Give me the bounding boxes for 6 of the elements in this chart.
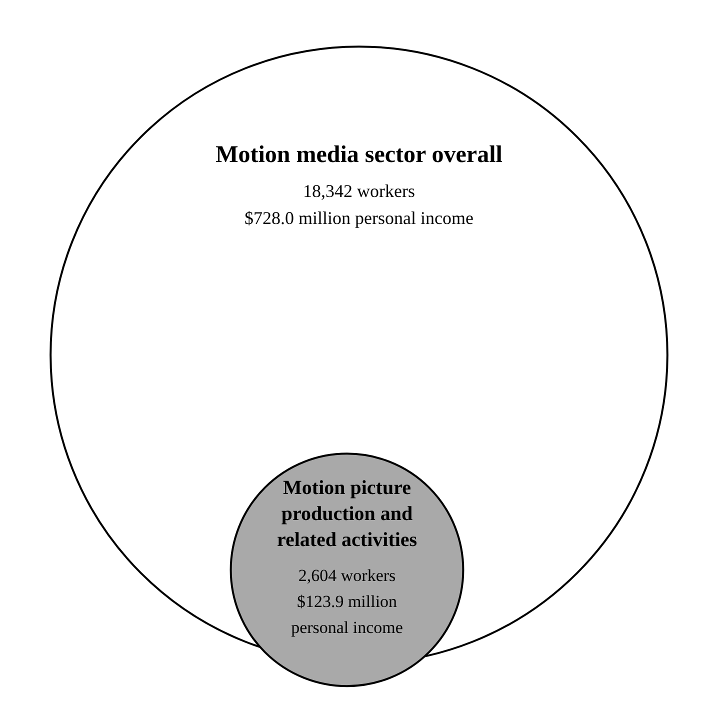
category-label: Motion media sector overall [216, 142, 503, 168]
data-label: 2,604 workers [298, 566, 396, 585]
text: $728.0 million personal income [244, 208, 474, 228]
text: $123.9 million personal income [291, 592, 403, 637]
data-label: 18,342 workers [303, 181, 415, 201]
category-label: Motion picture production and related activities [276, 476, 418, 551]
